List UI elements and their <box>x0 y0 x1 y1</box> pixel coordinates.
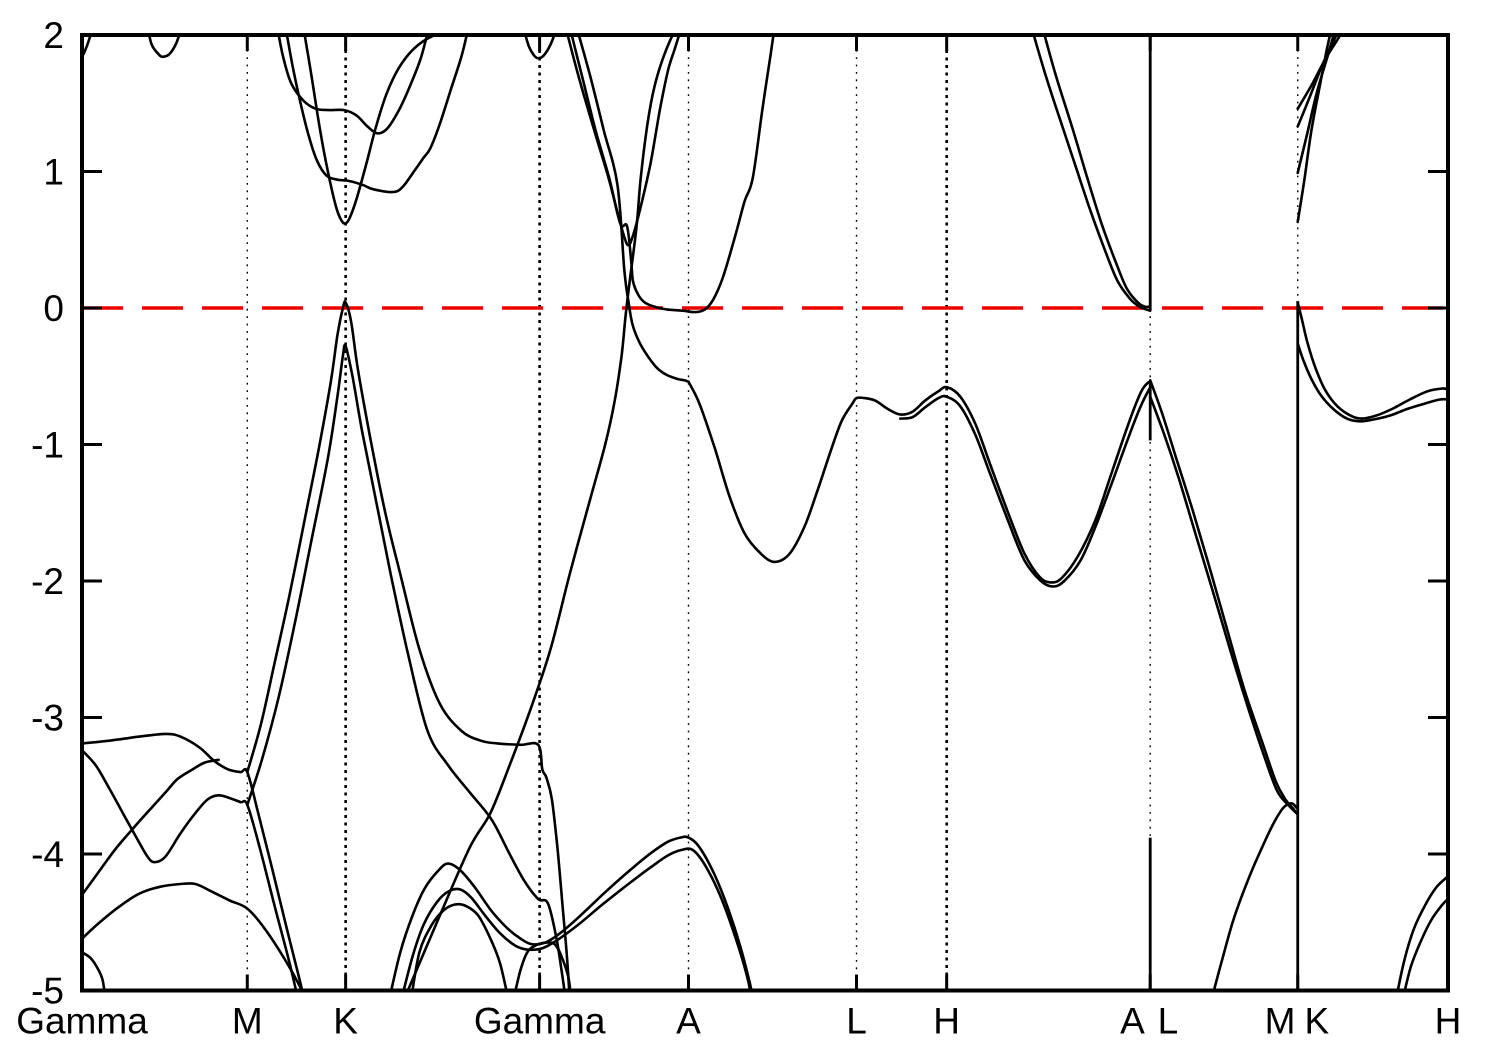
band-line <box>277 35 429 135</box>
ticks-layer <box>82 33 1448 992</box>
band-line <box>1148 395 1298 815</box>
curves-layer <box>82 35 1448 991</box>
band-line <box>246 300 571 991</box>
x-tick-label: Gamma <box>474 1001 606 1042</box>
y-tick-label: -4 <box>31 834 64 875</box>
band-line <box>1296 35 1342 110</box>
band-line <box>402 847 752 991</box>
band-line <box>1296 301 1448 420</box>
band-line <box>82 758 220 897</box>
band-line <box>82 882 304 991</box>
band-line <box>285 35 469 194</box>
y-tick-label: -2 <box>31 561 64 602</box>
band-line <box>1296 342 1448 423</box>
band-line <box>82 749 298 991</box>
band-line <box>1043 35 1152 309</box>
x-tick-label: L <box>1158 1001 1179 1042</box>
band-line <box>82 951 106 991</box>
band-line <box>1212 802 1298 991</box>
band-line <box>1403 897 1448 991</box>
y-tick-label: -1 <box>31 425 64 466</box>
band-line <box>514 941 572 991</box>
band-line <box>147 35 181 59</box>
y-tick-label: 0 <box>43 288 64 329</box>
band-line <box>389 835 753 991</box>
band-line <box>303 35 441 225</box>
band-line <box>687 380 1152 584</box>
x-tick-label: H <box>1435 1001 1462 1042</box>
y-tick-label: 2 <box>43 15 64 56</box>
x-tick-label: L <box>846 1001 867 1042</box>
x-tick-label: A <box>1120 1001 1145 1042</box>
x-tick-label: M <box>232 1001 263 1042</box>
kpoint-gridlines-layer <box>246 35 1299 991</box>
band-line <box>524 35 556 60</box>
plot-border <box>80 33 1450 993</box>
band-line <box>411 902 508 991</box>
y-tick-label: 1 <box>43 152 64 193</box>
x-tick-label: K <box>333 1001 358 1042</box>
band-line <box>1396 875 1448 991</box>
y-tick-label: -3 <box>31 698 64 739</box>
x-tick-label: A <box>676 1001 701 1042</box>
x-tick-label: K <box>1305 1001 1330 1042</box>
x-tick-label: Gamma <box>16 1001 148 1042</box>
band-line <box>1296 35 1332 224</box>
band-line <box>570 35 775 314</box>
x-tick-label: M <box>1265 1001 1296 1042</box>
band-line <box>246 343 566 991</box>
x-tick-label: H <box>933 1001 960 1042</box>
band-line <box>1032 35 1152 312</box>
band-line <box>406 35 675 991</box>
y-tick-label: -5 <box>31 971 64 1012</box>
band-line <box>577 35 690 383</box>
band-line <box>898 386 1152 588</box>
band-line <box>82 732 304 991</box>
band-line <box>1148 379 1299 816</box>
